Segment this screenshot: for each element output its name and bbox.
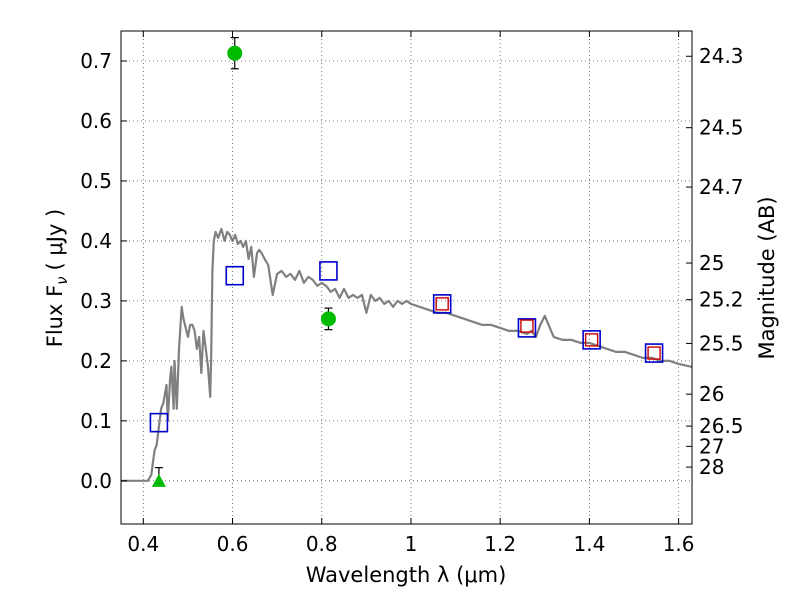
y-tick-label: 0.2 [80,349,112,373]
magnitude-tick-label: 25.5 [699,331,744,355]
x-tick-label: 1.6 [663,532,695,556]
x-tick-label: 1 [405,532,418,556]
y-tick-label: 0.3 [80,289,112,313]
upper-limit-triangle [151,473,166,487]
y-axis-label-subscript: ν [53,276,71,284]
photometry-layer [149,36,664,487]
detection-point [227,45,243,61]
magnitude-tick-label: 26.5 [699,414,744,438]
model-photometry-square [149,412,169,433]
magnitude-tick-label: 24.3 [699,44,744,68]
axis-ticks: 0.4 0.6 0.8 1 1.2 1.4 1.6 0.0 0.1 0.2 0.3 0.4 0.5 0.6… [80,31,744,556]
detection-point [320,311,336,327]
magnitude-tick-label: 25.2 [699,288,744,312]
x-tick-label: 0.6 [217,532,249,556]
y-axis-label: Flux Fν ( μJy ) [43,209,71,348]
observed-photometry-square [584,333,599,347]
right-axis-label: Magnitude (AB) [755,196,779,359]
model-photometry-square [517,318,537,338]
magnitude-tick-label: 28 [699,455,724,479]
model-photometry-square [319,261,338,281]
magnitude-tick-label: 24.5 [699,116,744,140]
magnitude-tick-label: 26 [699,382,724,406]
x-axis-label: Wavelength λ (μm) [306,563,507,587]
y-axis-label-text: Flux F [43,285,67,347]
observed-photometry-square [520,319,534,333]
y-tick-label: 0.4 [80,229,112,253]
y-tick-label: 0.5 [80,169,112,193]
observed-photometry-square [647,346,661,360]
y-axis-label-unit: ( μJy ) [43,209,67,271]
model-photometry-square [644,343,664,363]
y-tick-label: 0.0 [80,469,112,493]
plot-frame [120,30,693,525]
model-photometry-square [582,330,601,350]
magnitude-tick-label: 27 [699,434,724,458]
y-tick-label: 0.6 [80,109,112,133]
model-photometry-square [432,294,452,314]
y-tick-label: 0.1 [80,409,112,433]
y-tick-label: 0.7 [80,49,112,73]
x-tick-label: 0.8 [306,532,338,556]
magnitude-tick-label: 24.7 [699,175,744,199]
x-tick-label: 1.4 [573,532,605,556]
x-tick-label: 1.2 [484,532,516,556]
model-photometry-square [225,265,245,286]
observed-photometry-square [435,297,449,311]
x-tick-label: 0.4 [127,532,159,556]
magnitude-tick-label: 25 [699,251,724,275]
